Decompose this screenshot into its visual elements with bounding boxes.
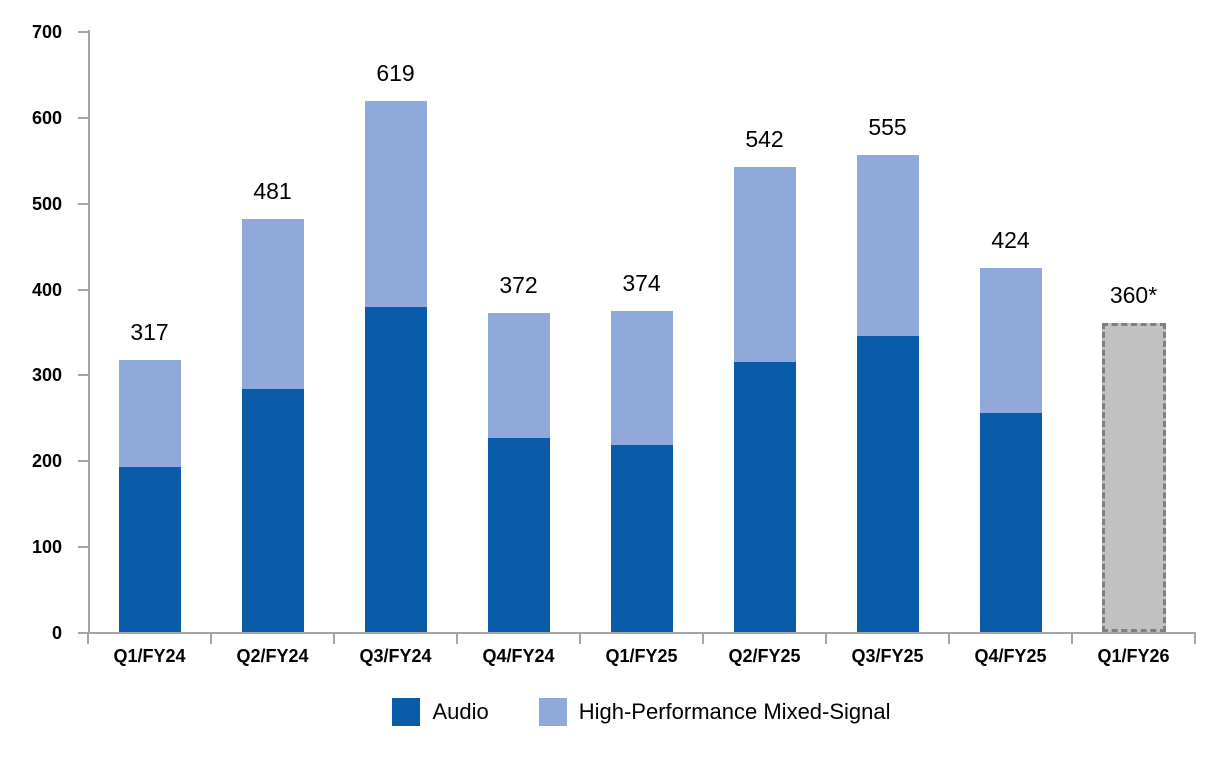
- bar-segment-hpms: [856, 155, 919, 336]
- legend-item-audio: Audio: [392, 698, 489, 726]
- x-axis-tick: [210, 632, 212, 644]
- x-axis-tick: [1194, 632, 1196, 644]
- x-tick-label: Q1/FY26: [1097, 646, 1170, 666]
- value-label: 317: [130, 318, 169, 345]
- y-axis-tick: [78, 116, 88, 119]
- bar-segment-audio: [487, 437, 550, 632]
- y-axis-tick: [78, 546, 88, 549]
- legend-swatch-hpms-icon: [538, 698, 567, 726]
- y-tick-label: 400: [31, 279, 62, 300]
- bar-segment-hpms: [241, 219, 304, 389]
- y-axis-tick: [78, 202, 88, 205]
- bar-segment-hpms: [733, 166, 796, 362]
- value-label: 619: [376, 59, 415, 86]
- x-tick-label: Q3/FY25: [851, 646, 924, 666]
- bar-forecast-q1-fy26: [1101, 322, 1166, 632]
- bar-segment-audio: [610, 444, 673, 632]
- x-tick-label: Q2/FY24: [236, 646, 309, 666]
- bar-segment-audio: [364, 307, 427, 632]
- value-label: 542: [745, 125, 784, 152]
- value-label: 424: [991, 226, 1030, 253]
- x-axis-line: [87, 632, 1196, 634]
- x-tick-label: Q3/FY24: [359, 646, 432, 666]
- bar-segment-hpms: [487, 312, 550, 438]
- x-axis-tick: [948, 632, 950, 644]
- x-tick-label: Q4/FY24: [482, 646, 555, 666]
- y-tick-label: 600: [31, 107, 62, 128]
- y-axis-tick: [78, 460, 88, 463]
- value-label: 481: [253, 178, 292, 205]
- x-axis-tick: [456, 632, 458, 644]
- x-tick-label: Q1/FY24: [113, 646, 186, 666]
- y-axis-line: [88, 30, 90, 634]
- legend-label-audio: Audio: [432, 699, 489, 724]
- bar-segment-hpms: [118, 359, 181, 468]
- bar-segment-hpms: [979, 267, 1042, 414]
- x-axis-tick: [579, 632, 581, 644]
- y-tick-label: 700: [31, 22, 62, 42]
- x-axis-tick: [825, 632, 827, 644]
- bar-segment-audio: [118, 467, 181, 632]
- x-tick-label: Q2/FY25: [728, 646, 801, 666]
- x-axis-tick: [1071, 632, 1073, 644]
- chart-legend: Audio High-Performance Mixed-Signal: [88, 698, 1195, 726]
- y-tick-label: 500: [31, 193, 62, 214]
- bar-segment-audio: [241, 389, 304, 632]
- bar-segment-hpms: [610, 310, 673, 445]
- y-tick-label: 200: [31, 451, 62, 472]
- x-tick-label: Q4/FY25: [974, 646, 1047, 666]
- y-tick-label: 100: [31, 537, 62, 558]
- legend-label-hpms: High-Performance Mixed-Signal: [578, 699, 891, 724]
- bar-segment-hpms: [364, 100, 427, 308]
- legend-swatch-audio-icon: [392, 698, 421, 726]
- x-axis-tick: [333, 632, 335, 644]
- y-axis-tick: [78, 374, 88, 377]
- y-tick-label: 0: [51, 623, 62, 643]
- value-label: 374: [622, 269, 661, 296]
- value-label: 360*: [1109, 281, 1158, 308]
- bar-segment-audio: [856, 335, 919, 632]
- y-axis-tick: [78, 632, 88, 634]
- y-axis-tick: [78, 31, 88, 33]
- bar-segment-audio: [979, 413, 1042, 632]
- x-tick-label: Q1/FY25: [605, 646, 678, 666]
- value-label: 555: [868, 114, 907, 141]
- x-axis-tick: [702, 632, 704, 644]
- value-label: 372: [499, 271, 538, 298]
- legend-item-hpms: High-Performance Mixed-Signal: [538, 698, 891, 726]
- x-axis-tick: [87, 632, 89, 644]
- bar-segment-audio: [733, 361, 796, 632]
- y-tick-label: 300: [31, 365, 62, 386]
- y-axis-tick: [78, 288, 88, 291]
